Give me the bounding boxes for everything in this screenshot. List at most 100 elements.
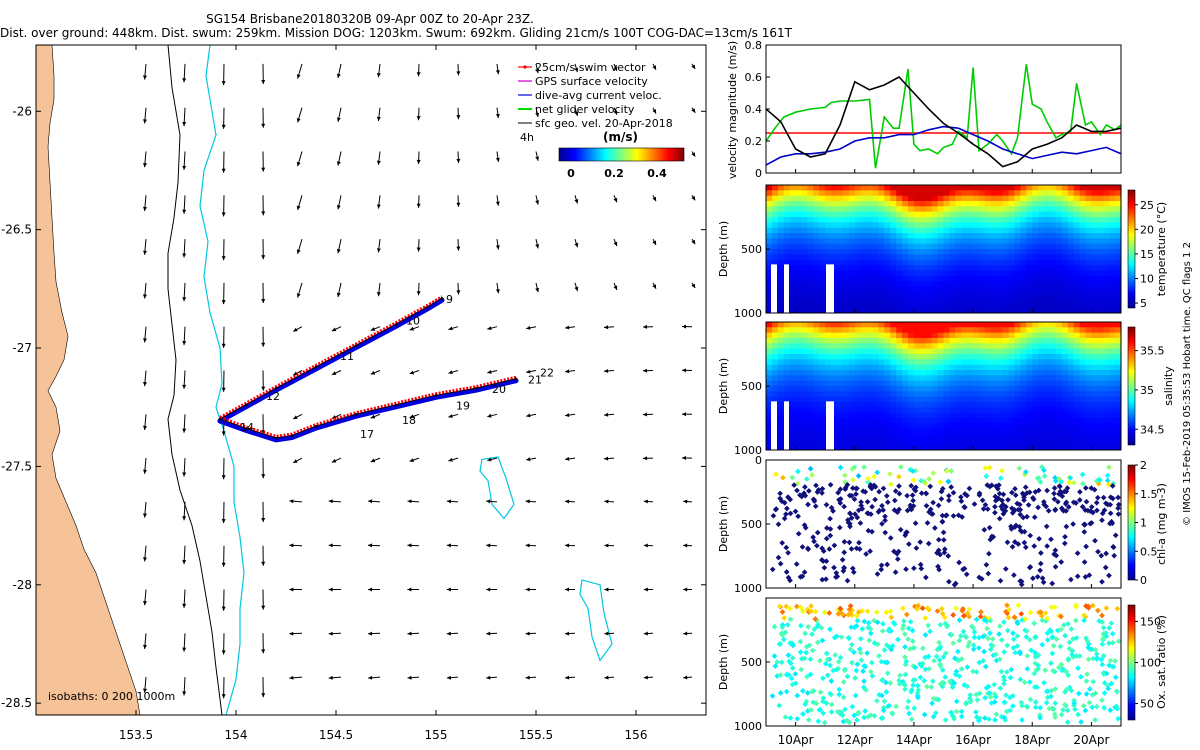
heat-cell: [878, 348, 885, 355]
heat-cell: [837, 265, 844, 271]
heat-cell: [949, 281, 956, 287]
heat-cell: [854, 307, 862, 313]
heat-cell: [783, 217, 791, 223]
heat-cell: [1008, 380, 1016, 387]
heat-cell: [789, 370, 797, 376]
heat-cell: [943, 275, 950, 282]
profile-sample: [1015, 506, 1022, 513]
profile-sample: [973, 709, 979, 715]
heat-cell: [825, 396, 832, 403]
heat-cell: [913, 281, 921, 287]
heat-cell: [1002, 254, 1010, 261]
heat-cell: [937, 434, 945, 440]
heat-cell: [1067, 281, 1075, 287]
colorbar-tick-label: 35.5: [1140, 345, 1165, 358]
profile-sample: [833, 570, 840, 576]
heat-cell: [1026, 238, 1033, 245]
heat-cell: [807, 195, 814, 202]
heat-cell: [1097, 412, 1104, 419]
heat-cell: [990, 238, 998, 245]
heat-cell: [937, 211, 945, 218]
heat-cell: [795, 359, 803, 366]
date-xtick-label: 12Apr: [837, 733, 873, 747]
velocity-arrow: [221, 633, 226, 655]
profile-sample: [776, 641, 783, 647]
heat-cell: [777, 348, 785, 355]
heat-cell: [1014, 402, 1021, 408]
profile-sample: [779, 624, 786, 631]
profile-sample: [906, 710, 912, 717]
heat-cell: [955, 418, 962, 424]
heat-cell: [1008, 402, 1016, 408]
heat-cell: [1091, 370, 1098, 376]
profile-sample: [786, 658, 793, 665]
heat-cell: [1055, 386, 1063, 392]
heat-cell: [1032, 222, 1039, 229]
heat-cell: [943, 243, 950, 250]
colorbar-tick-label: 10: [1140, 273, 1154, 286]
heat-cell: [896, 265, 903, 271]
heat-cell: [1109, 211, 1116, 218]
heat-cell: [1103, 222, 1110, 229]
heat-cell: [937, 206, 945, 213]
heat-cell: [1079, 359, 1087, 366]
heat-cell: [996, 275, 1004, 282]
heat-cell: [955, 302, 962, 309]
heat-cell: [1091, 338, 1098, 344]
heat-cell: [1097, 297, 1104, 303]
heat-cell: [1103, 243, 1110, 250]
profile-sample: [1015, 602, 1022, 609]
heat-cell: [807, 259, 814, 266]
profile-sample: [997, 577, 1004, 584]
heat-cell: [1073, 343, 1081, 350]
heat-cell: [961, 286, 968, 293]
heat-cell: [979, 428, 986, 435]
heat-cell: [1050, 259, 1057, 266]
heat-cell: [1055, 444, 1063, 450]
profile-sample: [805, 623, 812, 630]
heat-cell: [1103, 322, 1110, 328]
profile-sample: [903, 658, 910, 665]
heat-cell: [967, 297, 974, 303]
profile-sample: [948, 632, 955, 638]
heat-cell: [860, 222, 868, 229]
heat-cell: [825, 195, 832, 202]
heat-cell: [996, 265, 1004, 271]
heat-cell: [831, 327, 838, 334]
heat-cell: [1073, 211, 1081, 218]
profile-sample: [956, 559, 962, 566]
heat-cell: [813, 322, 820, 328]
profile-sample: [789, 474, 796, 481]
heat-cell: [996, 407, 1004, 414]
heat-cell: [890, 302, 897, 309]
heat-cell: [1020, 275, 1027, 282]
profile-sample: [917, 539, 924, 545]
heat-cell: [819, 238, 826, 245]
heat-cell: [925, 332, 933, 339]
profile-sample: [903, 566, 909, 573]
land-coastline: [36, 45, 141, 715]
heat-cell: [902, 386, 909, 392]
heat-cell: [1067, 444, 1075, 450]
heat-cell: [990, 211, 998, 218]
profile-sample: [910, 682, 917, 689]
profile-sample: [984, 506, 991, 512]
velocity-arrow: [292, 326, 303, 332]
heat-cell: [990, 348, 998, 355]
profile-sample: [958, 708, 965, 715]
velocity-arrow: [535, 282, 540, 293]
heat-cell: [1067, 402, 1075, 408]
profile-sample: [888, 614, 895, 621]
heat-cell: [1103, 227, 1110, 234]
profile-sample: [821, 564, 828, 571]
heat-cell: [1026, 364, 1033, 371]
heat-cell: [848, 307, 856, 313]
heat-cell: [766, 391, 773, 398]
heat-cell: [1109, 338, 1116, 344]
heat-cell: [973, 434, 980, 440]
heat-cell: [1014, 249, 1021, 255]
heat-cell: [1103, 211, 1110, 218]
heat-cell: [1079, 354, 1087, 360]
heat-cell: [807, 275, 814, 282]
heat-cell: [884, 297, 891, 303]
